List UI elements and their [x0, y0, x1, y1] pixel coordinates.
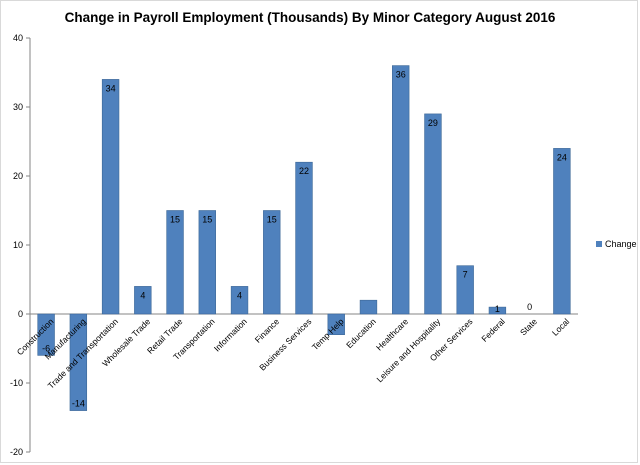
bar-16	[553, 148, 571, 315]
bar-9	[327, 313, 345, 336]
y-tick-label: 20	[13, 171, 23, 181]
legend: Change	[596, 239, 637, 249]
data-label-0: -6	[42, 343, 50, 353]
legend-swatch	[596, 241, 602, 247]
data-label-15: 0	[527, 302, 532, 312]
data-label-12: 29	[428, 118, 438, 128]
bar-3	[134, 286, 152, 315]
bar-12	[424, 113, 442, 315]
y-tick-label: -10	[10, 378, 23, 388]
data-labels: -6 -14 34 4 15 15 4 15 22 36 29 7 1 0 24	[42, 70, 567, 409]
bar-13	[456, 265, 474, 315]
data-label-1: -14	[72, 399, 85, 409]
legend-label: Change	[605, 239, 637, 249]
bar-0	[37, 313, 55, 356]
y-tick-label: -20	[10, 447, 23, 457]
bar-10	[359, 299, 378, 315]
bar-7	[263, 210, 281, 315]
data-label-2: 34	[106, 83, 116, 93]
data-label-16: 24	[557, 152, 567, 162]
bar-6	[230, 286, 249, 315]
bars	[37, 65, 571, 411]
chart-title: Change in Payroll Employment (Thousands)…	[65, 10, 556, 25]
y-tick-label: 40	[13, 33, 23, 43]
data-label-14: 1	[495, 304, 500, 314]
bar-1	[69, 313, 88, 411]
data-label-3: 4	[140, 290, 145, 300]
bar-14	[488, 306, 507, 315]
bar-4	[166, 210, 184, 315]
data-label-7: 15	[267, 215, 277, 225]
category-label-7: Finance	[253, 316, 282, 345]
category-label-15: State	[518, 316, 539, 337]
data-label-8: 22	[299, 166, 309, 176]
data-label-6: 4	[237, 290, 242, 300]
category-label-6: Information	[212, 316, 249, 353]
category-label-14: Federal	[479, 316, 507, 344]
bar-2	[101, 79, 120, 315]
bar-5	[198, 210, 216, 315]
y-tick-label: 30	[13, 102, 23, 112]
bar-11	[392, 65, 410, 315]
category-label-16: Local	[550, 316, 572, 338]
data-label-4: 15	[170, 215, 180, 225]
data-label-11: 36	[396, 70, 406, 80]
data-label-5: 15	[202, 215, 212, 225]
data-label-13: 7	[463, 270, 468, 280]
y-tick-label: 10	[13, 240, 23, 250]
y-tick-label: 0	[18, 309, 23, 319]
bar-8	[295, 161, 313, 315]
